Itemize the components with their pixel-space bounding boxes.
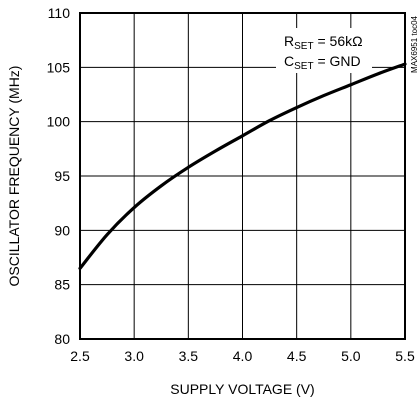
annotation-background: [276, 28, 372, 73]
y-axis-label: OSCILLATOR FREQUENCY (MHz): [6, 66, 22, 287]
annotation-cset-value: = GND: [314, 53, 361, 69]
annotation-cset: CSET = GND: [284, 53, 361, 72]
x-tick-labels: 2.5 3.0 3.5 4.0 4.5 5.0 5.5: [70, 348, 415, 364]
annotation-rset-symbol: R: [284, 33, 294, 49]
x-tick-label: 2.5: [70, 348, 90, 364]
annotation-rset-subscript: SET: [294, 41, 313, 52]
y-tick-label: 95: [54, 168, 70, 184]
y-tick-label: 105: [47, 59, 71, 75]
x-tick-label: 3.5: [179, 348, 199, 364]
x-tick-label: 4.0: [233, 348, 253, 364]
y-tick-label: 80: [54, 331, 70, 347]
annotation-cset-symbol: C: [284, 53, 294, 69]
annotation-cset-subscript: SET: [294, 61, 313, 72]
y-tick-label: 100: [47, 114, 71, 130]
x-tick-label: 3.0: [124, 348, 144, 364]
watermark-label: MAX6951 toc04: [410, 15, 419, 72]
plot-frame: [79, 12, 406, 340]
x-tick-label: 4.5: [287, 348, 307, 364]
y-tick-label: 85: [54, 277, 70, 293]
y-tick-label: 110: [48, 5, 71, 21]
x-tick-label: 5.0: [341, 348, 361, 364]
x-tick-label: 5.5: [395, 348, 415, 364]
annotation-rset-value: = 56kΩ: [314, 33, 363, 49]
y-tick-labels: 80 85 90 95 100 105 110: [47, 5, 71, 347]
y-tick-label: 90: [54, 222, 70, 238]
x-axis-label: SUPPLY VOLTAGE (V): [170, 381, 314, 397]
annotation-rset: RSET = 56kΩ: [284, 33, 363, 52]
series-line-frequency: [78, 62, 407, 270]
